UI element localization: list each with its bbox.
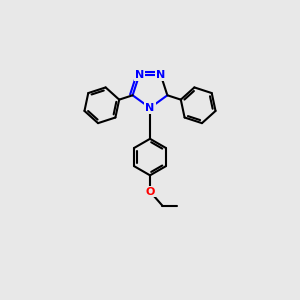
Text: O: O (145, 187, 155, 196)
Text: N: N (135, 70, 144, 80)
Text: N: N (156, 70, 165, 80)
Text: N: N (146, 103, 154, 113)
